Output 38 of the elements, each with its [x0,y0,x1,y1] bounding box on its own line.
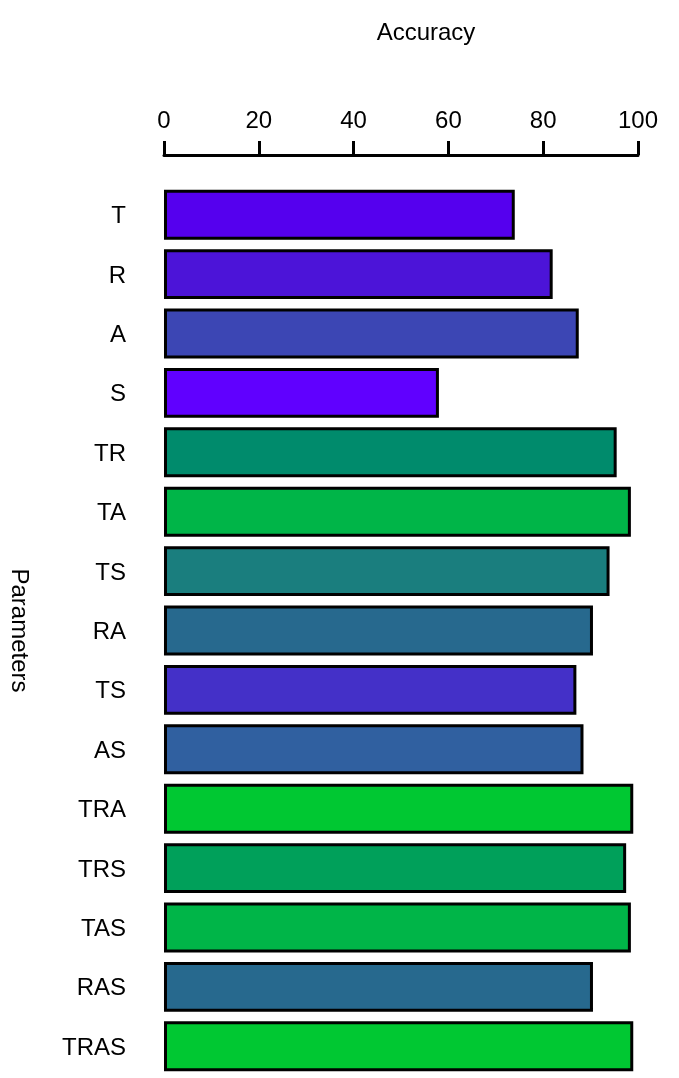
bar [164,249,553,300]
y-axis-title: Parameters [6,568,34,693]
y-tick-label: TAS [81,914,126,941]
x-tick-label: 20 [245,105,273,133]
bar [164,724,584,775]
y-tick-label: TRA [78,795,126,823]
x-tick-label: 100 [617,105,659,133]
y-tick-label: RA [92,617,126,644]
x-tick-label: 0 [157,105,171,133]
bar [164,1021,634,1072]
y-tick-label: R [108,260,126,288]
x-tick-label: 40 [340,105,367,133]
x-axis-title: Accuracy [376,17,476,45]
y-tick-label: TRS [78,854,126,882]
bar [164,546,610,597]
y-tick-label: AS [93,735,126,763]
y-tick-label: S [109,379,126,407]
bar [164,843,627,894]
bar [164,961,593,1012]
x-tick-label: 60 [435,105,462,133]
y-tick-label: T [111,201,127,229]
bar [164,308,579,359]
bar [164,664,577,715]
bar [164,189,515,240]
bar [164,605,593,656]
y-tick-label: TA [97,498,126,526]
y-tick-label: TRAS [61,1032,126,1060]
x-tick-label: 80 [529,105,557,133]
bar [164,486,631,537]
y-tick-label: RAS [76,973,126,1001]
bar [164,367,439,418]
y-tick-label: TR [94,438,126,466]
bar [164,902,631,953]
y-tick-label: TS [95,676,126,704]
y-tick-label: TS [95,557,126,585]
y-tick-label: A [109,320,126,347]
bar [164,783,634,834]
bar [164,427,617,478]
